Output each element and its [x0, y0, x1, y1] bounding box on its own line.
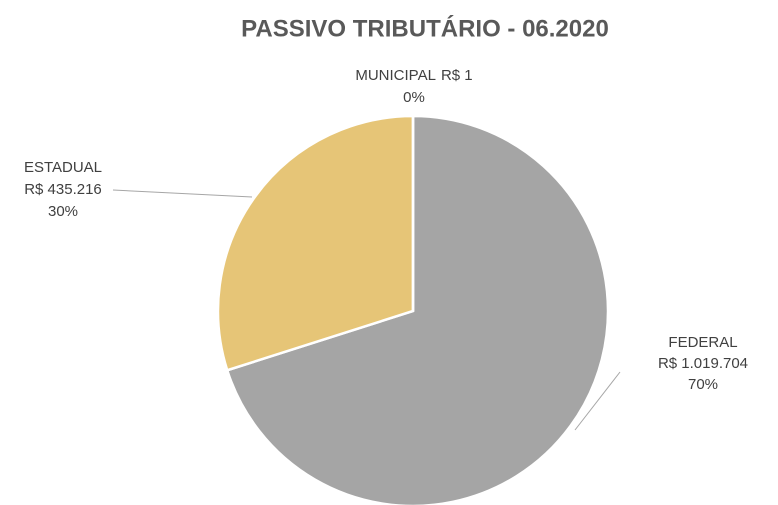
category-label: MUNICIPAL	[355, 67, 436, 84]
percent-label: 30%	[48, 203, 78, 220]
category-label: ESTADUAL	[24, 159, 102, 176]
leader-line	[574, 371, 621, 431]
percent-label: 0%	[403, 89, 425, 106]
chart-title: PASSIVO TRIBUTÁRIO - 06.2020	[241, 14, 609, 42]
pie	[216, 114, 610, 505]
pie-slice	[216, 114, 415, 372]
value-label: R$ 435.216	[24, 181, 102, 198]
value-label: R$ 1.019.704	[658, 355, 748, 372]
pie-slice	[225, 114, 610, 505]
data-label: MUNICIPAL R$ 1	[355, 67, 472, 84]
data-labels: FEDERAL R$ 1.019.704 70% ESTADUAL R$ 435.216…	[24, 67, 748, 431]
leader-line	[112, 189, 253, 198]
category-label: FEDERAL	[668, 334, 737, 351]
percent-label: 70%	[688, 376, 718, 393]
value-label: R$ 1	[441, 67, 473, 84]
